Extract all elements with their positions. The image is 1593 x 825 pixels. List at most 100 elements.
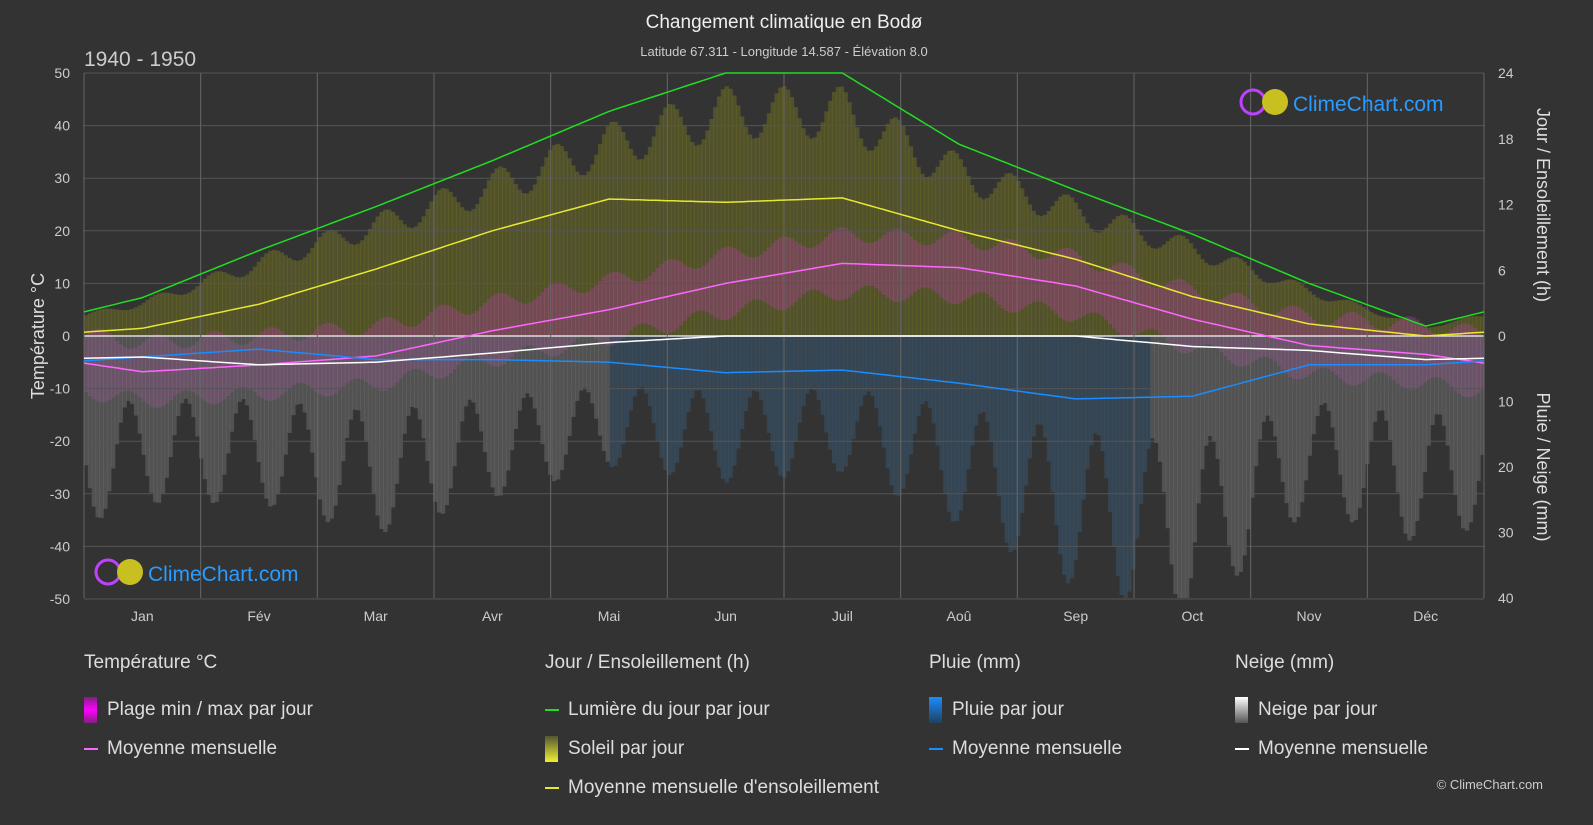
precip-daily-bar <box>107 336 112 492</box>
precip-daily-bar <box>1065 336 1071 584</box>
sun-daily-bar <box>218 271 223 336</box>
precip-daily-bar <box>713 336 718 451</box>
sun-daily-bar <box>475 204 480 336</box>
sun-daily-bar <box>145 299 150 336</box>
sun-daily-bar <box>452 196 457 336</box>
precip-daily-bar <box>509 336 515 451</box>
precip-daily-bar <box>1253 336 1259 467</box>
precip-daily-bar <box>248 336 254 420</box>
precip-daily-bar <box>1146 336 1151 449</box>
y-right-bottom-tick-label: 30 <box>1498 525 1514 541</box>
precip-daily-bar <box>413 336 419 409</box>
precip-daily-bar <box>482 336 488 453</box>
precip-daily-bar <box>517 336 522 411</box>
precip-daily-bar <box>145 336 150 477</box>
legend-label: Plage min / max par jour <box>107 698 313 720</box>
precip-daily-bar <box>747 336 752 398</box>
sun-daily-bar <box>344 241 350 336</box>
sun-daily-bar <box>1088 228 1094 336</box>
sun-daily-bar <box>743 126 749 336</box>
sun-daily-bar <box>1246 265 1251 336</box>
sun-daily-bar <box>1227 258 1232 336</box>
precip-daily-bar <box>1123 336 1128 598</box>
logo-text: ClimeChart.com <box>1293 93 1444 116</box>
sun-daily-bar <box>636 159 641 336</box>
sun-daily-bar <box>770 102 776 336</box>
precip-daily-bar <box>831 336 837 464</box>
logo-top[interactable]: ClimeChart.com <box>1239 88 1444 116</box>
precip-daily-bar <box>904 336 910 474</box>
precip-daily-bar <box>755 336 760 392</box>
precip-daily-bar <box>632 336 637 397</box>
x-tick-label: Jun <box>714 608 737 624</box>
sun-daily-bar <box>597 144 603 336</box>
precip-daily-bar <box>1472 336 1477 505</box>
sun-daily-bar <box>1265 283 1270 336</box>
sun-daily-bar <box>1437 325 1443 336</box>
precip-daily-bar <box>690 336 695 399</box>
precip-daily-bar <box>291 336 296 416</box>
precip-daily-bar <box>498 336 503 496</box>
sun-daily-bar <box>793 107 799 337</box>
precip-daily-bar <box>314 336 319 478</box>
precip-daily-bar <box>1422 336 1428 472</box>
sun-daily-bar <box>141 302 146 336</box>
precip-daily-bar <box>256 336 262 462</box>
sun-daily-bar <box>502 167 507 336</box>
sun-daily-bar <box>1035 214 1040 336</box>
sun-daily-bar <box>1004 173 1009 336</box>
sun-daily-bar <box>785 89 791 336</box>
sun-daily-bar <box>459 207 465 336</box>
precip-daily-bar <box>448 336 453 489</box>
sun-daily-bar <box>202 278 208 336</box>
chart-subtitle: Latitude 67.311 - Longitude 14.587 - Élé… <box>640 44 927 59</box>
sun-daily-bar <box>1073 202 1079 336</box>
precip-daily-bar <box>329 336 334 519</box>
sun-daily-bar <box>732 95 737 336</box>
precip-daily-bar <box>1088 336 1094 446</box>
precip-daily-bar <box>233 336 239 414</box>
sun-daily-bar <box>697 144 703 336</box>
sun-daily-bar <box>126 309 131 336</box>
sun-daily-bar <box>1411 322 1416 336</box>
x-tick-label: Nov <box>1297 608 1322 624</box>
sun-daily-bar <box>1223 260 1228 336</box>
precip-daily-bar <box>1157 336 1163 462</box>
precip-daily-bar <box>1104 336 1109 479</box>
precip-daily-bar <box>1042 336 1048 438</box>
precip-daily-bar <box>1100 336 1105 452</box>
sun-daily-bar <box>1200 259 1205 336</box>
sun-daily-bar <box>862 146 868 336</box>
logo-bottom[interactable]: ClimeChart.com <box>94 558 299 586</box>
sun-daily-bar <box>1276 282 1282 336</box>
sun-daily-bar <box>99 309 104 336</box>
x-tick-label: Mar <box>364 608 388 624</box>
sun-daily-bar <box>1445 323 1451 336</box>
sun-daily-bar <box>498 166 503 336</box>
precip-daily-bar <box>337 336 342 486</box>
precip-daily-bar <box>1204 336 1209 446</box>
precip-daily-bar <box>525 336 530 394</box>
sun-daily-bar <box>678 116 683 336</box>
sun-daily-bar <box>168 293 173 336</box>
sun-daily-bar <box>705 130 710 336</box>
sun-daily-bar <box>122 310 127 336</box>
legend-label: Moyenne mensuelle <box>952 737 1123 759</box>
precip-daily-bar <box>222 336 227 475</box>
precip-daily-bar <box>471 336 476 403</box>
sun-daily-bar <box>1242 261 1247 336</box>
precip-daily-bar <box>502 336 507 487</box>
precip-daily-bar <box>1276 336 1282 459</box>
sun-daily-bar <box>835 87 841 336</box>
precip-daily-bar <box>294 336 300 405</box>
sun-daily-bar <box>996 182 1002 336</box>
sun-daily-bar <box>935 166 940 336</box>
sun-daily-bar <box>839 86 845 337</box>
sun-daily-bar <box>624 140 630 336</box>
precip-daily-bar <box>321 336 327 516</box>
y-right-top-label: Jour / Ensoleillement (h) <box>1533 108 1553 302</box>
sun-daily-bar <box>586 171 591 336</box>
precip-daily-bar <box>693 336 699 391</box>
sun-daily-bar <box>563 151 568 336</box>
precip-daily-bar <box>1480 336 1485 455</box>
